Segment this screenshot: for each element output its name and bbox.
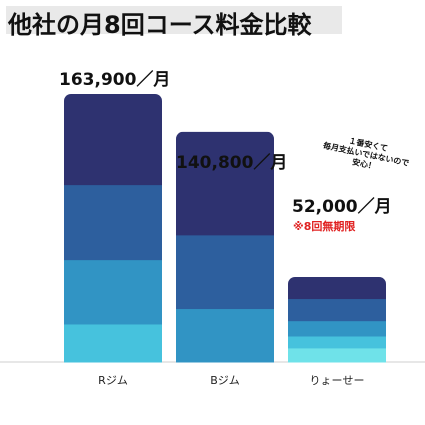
title-band bbox=[6, 6, 342, 34]
bar-segment bbox=[176, 131, 274, 236]
bar-segment bbox=[64, 260, 162, 325]
bar-segment bbox=[64, 94, 162, 186]
bar-segment bbox=[288, 276, 386, 300]
category-label-rgym: Rジム bbox=[98, 374, 128, 387]
value-label-bgym: 140,800／月 bbox=[176, 153, 288, 173]
bar-segment bbox=[176, 235, 274, 310]
bar-segment bbox=[288, 321, 386, 337]
bar-segment bbox=[176, 309, 274, 363]
category-label-ryosei: りょーせー bbox=[309, 374, 365, 387]
category-label-bgym: Bジム bbox=[210, 374, 240, 387]
bar-segment bbox=[288, 336, 386, 349]
bar-rgym bbox=[64, 94, 162, 363]
bar-bgym bbox=[176, 131, 274, 363]
value-label-ryosei: 52,000／月 bbox=[292, 197, 392, 217]
value-label-rgym: 163,900／月 bbox=[59, 70, 171, 90]
bar-segment bbox=[64, 324, 162, 363]
bar-segment bbox=[288, 299, 386, 322]
bar-ryosei bbox=[288, 276, 386, 363]
bar-segment bbox=[288, 348, 386, 363]
unlimited-note: ※8回無期限 bbox=[293, 220, 356, 233]
bars-group bbox=[64, 94, 386, 363]
bar-segment bbox=[64, 185, 162, 261]
chart-title: 他社の月8回コース料金比較 bbox=[8, 11, 312, 39]
